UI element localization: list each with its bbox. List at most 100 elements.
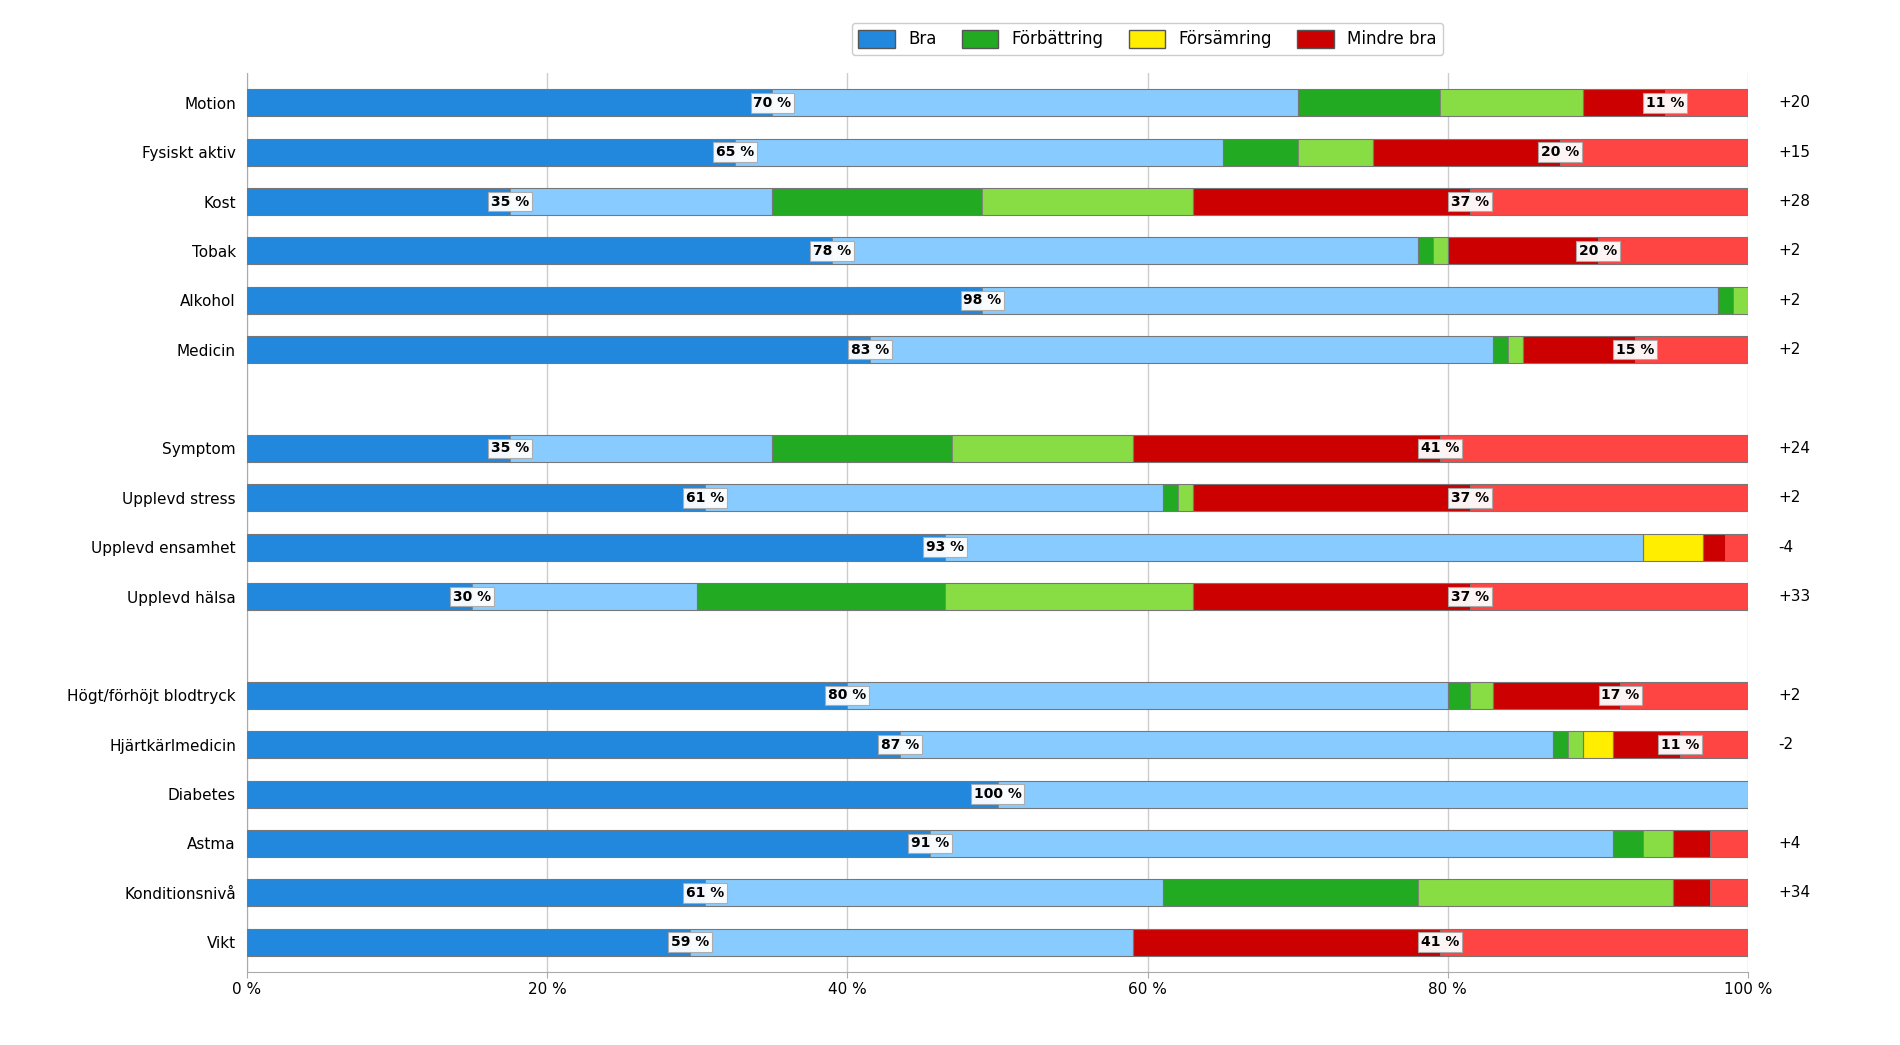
Bar (944, 534, 1644, 561)
Bar (1163, 484, 1193, 511)
Bar (982, 188, 1193, 215)
Bar (1702, 534, 1748, 561)
Bar (1132, 929, 1748, 956)
Bar (1718, 286, 1748, 314)
Bar (247, 336, 870, 364)
Bar (998, 781, 1748, 808)
Bar (1493, 681, 1621, 709)
Bar (247, 139, 1224, 166)
Bar (1613, 732, 1748, 759)
Text: +20: +20 (1778, 95, 1811, 111)
Bar (1193, 484, 1748, 511)
Bar (509, 435, 771, 462)
Text: 37 %: 37 % (1452, 491, 1490, 505)
Bar (247, 484, 1163, 511)
Bar (1718, 286, 1733, 314)
Bar (1568, 732, 1583, 759)
Bar (471, 583, 697, 610)
Bar (1666, 89, 1748, 116)
Bar (247, 732, 901, 759)
Bar (705, 484, 1163, 511)
Bar (1417, 879, 1672, 906)
Bar (1509, 336, 1522, 364)
Bar (247, 435, 509, 462)
Bar (1471, 188, 1748, 215)
Text: -4: -4 (1778, 539, 1794, 555)
Bar (247, 879, 705, 906)
Bar (1552, 732, 1568, 759)
Bar (735, 139, 1224, 166)
Bar (705, 879, 1163, 906)
Text: 37 %: 37 % (1452, 589, 1490, 604)
Bar (1298, 139, 1372, 166)
Bar (247, 286, 1718, 314)
Text: 83 %: 83 % (851, 343, 889, 356)
Bar (944, 583, 1193, 610)
Text: +15: +15 (1778, 144, 1811, 160)
Bar (1672, 830, 1748, 857)
Bar (1522, 336, 1748, 364)
Bar (247, 484, 705, 511)
Bar (1163, 879, 1672, 906)
Text: +2: +2 (1778, 490, 1801, 506)
Bar (771, 188, 1193, 215)
Bar (1193, 583, 1471, 610)
Text: 20 %: 20 % (1579, 243, 1617, 258)
Bar (1552, 732, 1583, 759)
Text: 87 %: 87 % (882, 738, 920, 751)
Bar (1298, 89, 1583, 116)
Bar (1493, 336, 1509, 364)
Text: +28: +28 (1778, 194, 1811, 209)
Bar (247, 583, 471, 610)
Bar (1193, 188, 1748, 215)
Bar (1440, 435, 1748, 462)
Bar (1448, 237, 1748, 264)
Bar (1440, 89, 1583, 116)
Text: -2: -2 (1778, 737, 1794, 752)
Bar (1178, 484, 1193, 511)
Text: 11 %: 11 % (1645, 96, 1685, 110)
Text: +4: +4 (1778, 836, 1801, 851)
Text: 15 %: 15 % (1617, 343, 1655, 356)
Bar (1680, 732, 1748, 759)
Bar (1448, 681, 1493, 709)
Bar (247, 534, 944, 561)
Bar (1132, 435, 1748, 462)
Bar (509, 188, 771, 215)
Text: 37 %: 37 % (1452, 194, 1490, 209)
Bar (832, 237, 1417, 264)
Bar (697, 583, 944, 610)
Text: 61 %: 61 % (686, 886, 724, 900)
Text: 59 %: 59 % (671, 935, 709, 949)
Bar (1621, 681, 1748, 709)
Bar (247, 89, 771, 116)
Bar (1471, 681, 1493, 709)
Bar (1702, 534, 1725, 561)
Bar (247, 534, 1644, 561)
Bar (247, 435, 771, 462)
Text: 93 %: 93 % (925, 540, 963, 554)
Text: +2: +2 (1778, 293, 1801, 308)
Text: 41 %: 41 % (1421, 935, 1459, 949)
Bar (1672, 879, 1710, 906)
Text: 91 %: 91 % (910, 836, 950, 851)
Bar (247, 830, 929, 857)
Bar (1132, 435, 1440, 462)
Bar (1372, 139, 1560, 166)
Bar (1163, 879, 1417, 906)
Text: 100 %: 100 % (973, 787, 1022, 802)
Bar (697, 583, 1193, 610)
Text: 41 %: 41 % (1421, 441, 1459, 456)
Bar (1560, 139, 1748, 166)
Text: +33: +33 (1778, 589, 1811, 604)
Bar (952, 435, 1132, 462)
Bar (870, 336, 1493, 364)
Bar (1193, 583, 1748, 610)
Bar (1448, 681, 1471, 709)
Bar (1583, 89, 1666, 116)
Bar (929, 830, 1613, 857)
Bar (1613, 830, 1672, 857)
Bar (771, 435, 1132, 462)
Bar (1372, 139, 1748, 166)
Bar (1583, 732, 1613, 759)
